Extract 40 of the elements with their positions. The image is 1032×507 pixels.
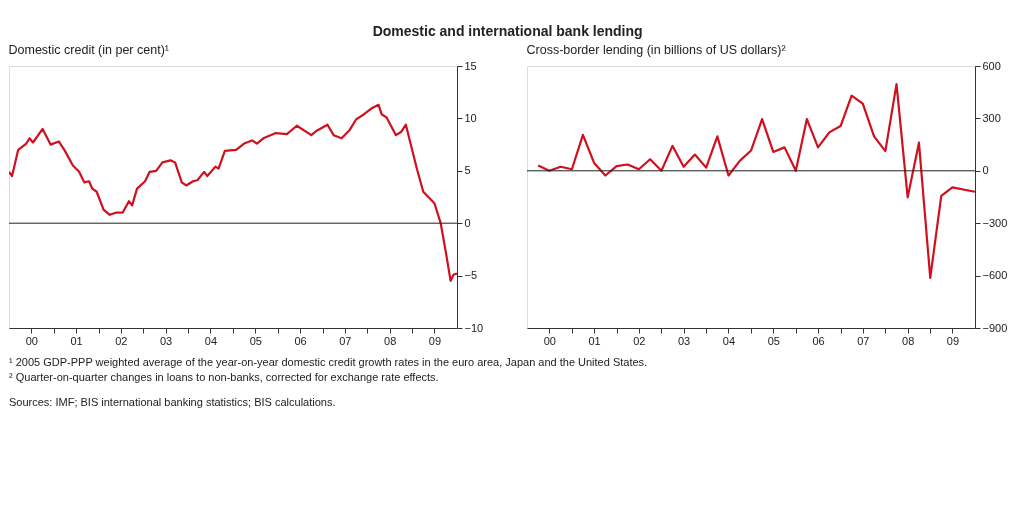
x-tick-label: 02	[633, 334, 646, 347]
x-tick-label: 08	[384, 334, 397, 347]
x-tick-label: 05	[767, 334, 780, 347]
y-tick-label: −600	[982, 269, 1008, 282]
y-tick-label: 15	[464, 59, 477, 72]
x-tick-label: 01	[588, 334, 601, 347]
x-tick-label: 04	[204, 334, 218, 347]
x-tick-label: 07	[857, 334, 870, 347]
x-tick-label: 02	[115, 334, 128, 347]
y-tick-label: −300	[982, 216, 1008, 229]
y-tick-label: −900	[982, 321, 1008, 334]
x-tick-label: 06	[294, 334, 307, 347]
x-tick-label: 07	[339, 334, 352, 347]
source-note: Sources: IMF; BIS international banking statistics; BIS calculations.	[9, 396, 336, 408]
y-tick-label: −5	[464, 269, 478, 282]
text: ¹ 2005 GDP-PPP weighted average of the year-on-year domestic credit growth rates in the euro area, Japan and the United States.	[9, 356, 648, 368]
x-tick-label: 03	[677, 334, 691, 347]
y-tick-label: −10	[464, 321, 484, 334]
x-tick-label: 04	[722, 334, 736, 347]
y-tick-label: 10	[464, 111, 477, 124]
x-tick-label: 03	[159, 334, 173, 347]
line-series	[9, 103, 457, 282]
y-tick-label: 5	[464, 164, 471, 177]
y-tick-label: 0	[464, 216, 471, 229]
x-tick-label: 05	[249, 334, 262, 347]
x-tick-label: 06	[812, 334, 825, 347]
y-axis-title: Cross-border lending (in billions of US dollars)²	[526, 42, 786, 57]
text: ² Quarter-on-quarter changes in loans to non-banks, corrected for exchange rate effects.	[9, 371, 439, 383]
x-tick-label: 00	[543, 334, 556, 347]
y-tick-label: 300	[982, 111, 1001, 124]
x-tick-label: 08	[902, 334, 915, 347]
y-axis-title: Domestic credit (in per cent)¹	[8, 42, 169, 57]
x-tick-label: 09	[428, 334, 442, 347]
text: Domestic and international bank lending	[372, 23, 643, 39]
x-tick-label: 01	[70, 334, 83, 347]
x-tick-label: 09	[946, 334, 960, 347]
y-tick-label: 600	[982, 59, 1001, 72]
y-tick-label: 0	[982, 164, 989, 177]
x-tick-label: 00	[25, 334, 38, 347]
line-series	[537, 83, 975, 279]
